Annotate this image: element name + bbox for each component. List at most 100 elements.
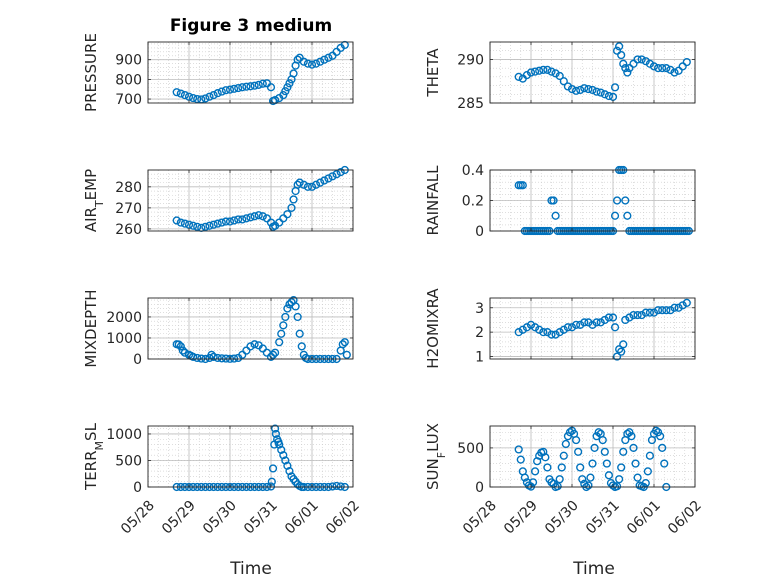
- data-point: [189, 93, 198, 103]
- data-point: [250, 340, 259, 349]
- data-point: [559, 451, 568, 460]
- data-point: [555, 328, 564, 337]
- data-point: [678, 301, 687, 310]
- data-point: [551, 211, 560, 220]
- data-point: [602, 459, 611, 468]
- data-point: [617, 50, 626, 60]
- data-point: [662, 306, 671, 315]
- data-point: [670, 303, 679, 312]
- data-point: [543, 463, 552, 472]
- y-tick-label: 900: [115, 53, 142, 69]
- data-point: [574, 447, 583, 456]
- data-point: [600, 447, 609, 456]
- data-point: [230, 216, 239, 225]
- data-point: [567, 323, 577, 332]
- data-point: [271, 429, 281, 439]
- data-point: [596, 318, 605, 327]
- data-point: [332, 170, 341, 179]
- data-point: [610, 83, 620, 92]
- x-axis-label-left: Time: [229, 559, 272, 579]
- data-point: [242, 346, 251, 355]
- data-point: [651, 426, 661, 435]
- data-point: [213, 219, 222, 228]
- data-point: [277, 445, 286, 454]
- data-point: [275, 338, 284, 347]
- data-point: [277, 329, 286, 338]
- data-point: [610, 211, 620, 220]
- data-point: [258, 79, 267, 88]
- data-point: [645, 308, 655, 317]
- data-point: [549, 196, 558, 205]
- data-point: [176, 89, 185, 98]
- data-point: [637, 55, 646, 64]
- data-point: [230, 84, 239, 93]
- data-point: [217, 218, 226, 227]
- data-point: [289, 69, 298, 78]
- data-point: [299, 180, 308, 189]
- data-point: [217, 354, 226, 363]
- y-tick-label: 1000: [106, 427, 142, 443]
- data-point: [598, 435, 607, 445]
- data-point: [514, 328, 523, 337]
- data-point: [666, 65, 675, 74]
- y-tick-label: 1: [475, 350, 484, 366]
- data-point: [242, 82, 251, 91]
- data-point: [287, 203, 296, 212]
- data-point: [254, 211, 263, 220]
- data-point: [303, 182, 313, 191]
- data-point: [608, 313, 618, 322]
- data-point: [653, 306, 663, 315]
- data-point: [619, 59, 628, 68]
- data-point: [281, 456, 290, 465]
- data-point: [590, 443, 599, 452]
- data-point: [631, 459, 640, 468]
- data-point: [262, 214, 272, 223]
- data-point: [612, 352, 622, 361]
- data-point: [266, 352, 276, 361]
- data-point: [242, 214, 251, 223]
- y-axis-label-4: RAINFALL: [424, 165, 442, 236]
- data-point: [682, 298, 691, 307]
- x-axis-label-right: Time: [572, 559, 615, 579]
- data-point: [600, 90, 609, 99]
- data-point: [279, 451, 288, 460]
- axes-box: [489, 41, 696, 104]
- data-point: [526, 320, 536, 329]
- data-point: [612, 196, 622, 205]
- data-point: [324, 53, 333, 62]
- data-point: [338, 340, 347, 349]
- data-point: [615, 345, 624, 354]
- axes-box: [147, 41, 354, 104]
- y-tick-label: 0: [475, 224, 484, 240]
- y-axis-label-7: TERRMSL: [82, 422, 106, 491]
- data-point: [518, 325, 527, 334]
- data-point: [656, 432, 665, 441]
- data-markers: [172, 296, 351, 364]
- data-point: [571, 86, 581, 95]
- data-point: [662, 64, 671, 73]
- y-tick-label: 260: [115, 222, 142, 238]
- data-point: [666, 306, 675, 315]
- data-markers: [172, 165, 349, 232]
- data-point: [258, 212, 267, 221]
- data-point: [307, 60, 317, 69]
- data-point: [627, 432, 636, 441]
- data-point: [250, 212, 259, 221]
- data-point: [674, 303, 683, 312]
- data-point: [295, 329, 304, 338]
- y-tick-label: 0: [475, 480, 484, 496]
- data-point: [530, 467, 540, 476]
- data-point: [526, 68, 536, 77]
- data-point: [645, 59, 655, 68]
- data-point: [268, 464, 278, 473]
- data-point: [178, 346, 187, 355]
- y-tick-label: 0: [133, 480, 142, 496]
- data-point: [617, 463, 626, 472]
- data-point: [629, 59, 638, 68]
- data-point: [283, 83, 292, 92]
- data-point: [615, 475, 624, 484]
- data-point: [600, 315, 609, 325]
- data-point: [254, 80, 263, 89]
- data-point: [316, 57, 325, 66]
